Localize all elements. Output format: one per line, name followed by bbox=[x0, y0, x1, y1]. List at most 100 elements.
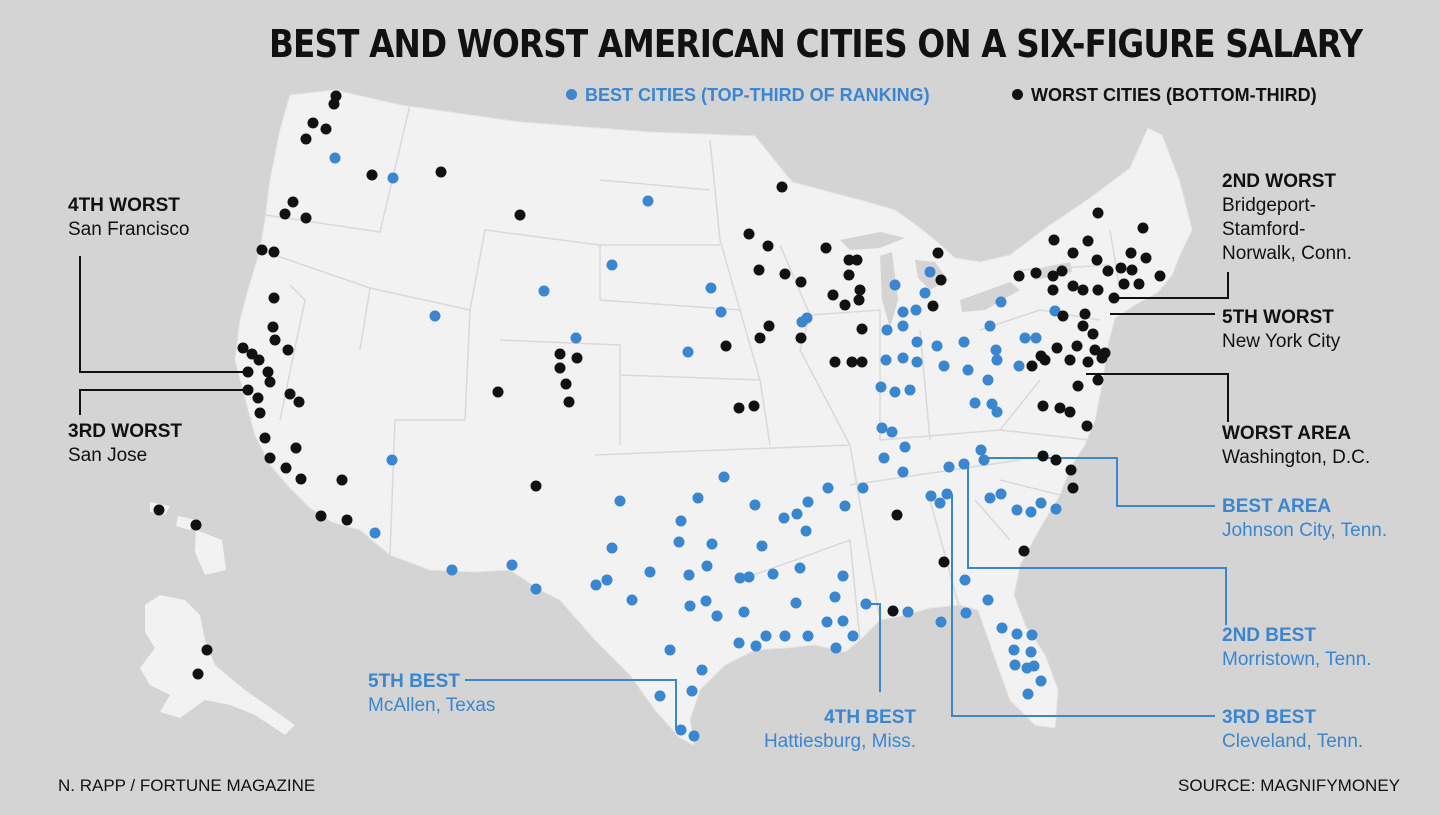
worst-city-dot bbox=[1035, 350, 1047, 362]
callout-rank: 2ND WORST bbox=[1222, 171, 1336, 192]
best-city-dot bbox=[941, 488, 953, 500]
best-city-dot bbox=[847, 630, 859, 642]
best-city-dot bbox=[931, 340, 943, 352]
best-city-dot bbox=[1022, 688, 1034, 700]
best-city-dot bbox=[935, 616, 947, 628]
best-city-dot bbox=[800, 525, 812, 537]
worst-city-dot bbox=[1115, 262, 1127, 274]
worst-city-dot bbox=[514, 209, 526, 221]
best-city-dot bbox=[881, 324, 893, 336]
worst-city-dot bbox=[560, 378, 572, 390]
callout-rank: 5TH WORST bbox=[1222, 307, 1334, 328]
worst-city-dots bbox=[153, 90, 1166, 680]
best-city-dot bbox=[837, 570, 849, 582]
worst-city-dot bbox=[843, 254, 855, 266]
callout-best-area: BEST AREA Johnson City, Tenn. bbox=[1222, 495, 1387, 543]
best-city-dot bbox=[996, 622, 1008, 634]
callout-city: Hattiesburg, Miss. bbox=[763, 731, 916, 752]
worst-city-dot bbox=[1056, 265, 1068, 277]
callout-5th-best: 5TH BEST McAllen, Texas bbox=[368, 670, 495, 718]
worst-city-dot bbox=[1072, 380, 1084, 392]
best-city-dot bbox=[982, 594, 994, 606]
best-city-dot bbox=[329, 152, 341, 164]
best-city-dot bbox=[1009, 659, 1021, 671]
best-city-dot bbox=[978, 454, 990, 466]
best-city-dot bbox=[938, 360, 950, 372]
worst-city-dot bbox=[1087, 328, 1099, 340]
best-city-dot bbox=[822, 482, 834, 494]
best-city-dot bbox=[889, 279, 901, 291]
callout-city: Washington, D.C. bbox=[1222, 447, 1371, 468]
worst-city-dot bbox=[1102, 265, 1114, 277]
alaska bbox=[140, 595, 295, 735]
worst-city-dot bbox=[571, 352, 583, 364]
worst-city-dot bbox=[267, 321, 279, 333]
best-city-dot bbox=[750, 640, 762, 652]
best-city-dot bbox=[791, 508, 803, 520]
worst-city-dot bbox=[820, 242, 832, 254]
legend-best: BEST CITIES (TOP-THIRD OF RANKING) bbox=[566, 85, 930, 106]
worst-city-dot bbox=[1067, 280, 1079, 292]
best-city-dot bbox=[897, 352, 909, 364]
worst-city-dot bbox=[242, 384, 254, 396]
best-city-dot bbox=[779, 630, 791, 642]
best-city-dot bbox=[1013, 360, 1025, 372]
best-city-dot bbox=[904, 384, 916, 396]
worst-city-dot bbox=[268, 292, 280, 304]
worst-city-dot bbox=[254, 407, 266, 419]
worst-city-dot bbox=[259, 432, 271, 444]
worst-city-dot bbox=[1133, 278, 1145, 290]
best-city-dot bbox=[675, 724, 687, 736]
best-city-dot bbox=[943, 461, 955, 473]
best-city-dot bbox=[925, 490, 937, 502]
worst-city-dot bbox=[264, 376, 276, 388]
worst-city-dot bbox=[253, 354, 265, 366]
best-city-dot bbox=[959, 574, 971, 586]
worst-city-dot bbox=[795, 332, 807, 344]
worst-city-dot bbox=[563, 396, 575, 408]
callout-city: McAllen, Texas bbox=[368, 695, 496, 716]
best-city-dot bbox=[897, 466, 909, 478]
best-city-dot bbox=[982, 374, 994, 386]
worst-city-dot bbox=[280, 462, 292, 474]
worst-city-dot bbox=[269, 334, 281, 346]
best-city-dot bbox=[790, 597, 802, 609]
best-city-dot bbox=[975, 444, 987, 456]
worst-city-dot bbox=[1092, 284, 1104, 296]
best-city-dot bbox=[684, 600, 696, 612]
legend-worst-dot bbox=[1012, 89, 1023, 100]
best-city-dot bbox=[801, 312, 813, 324]
worst-city-dot bbox=[846, 356, 858, 368]
worst-city-dot bbox=[1092, 374, 1104, 386]
worst-city-dot bbox=[1047, 284, 1059, 296]
worst-city-dot bbox=[743, 228, 755, 240]
worst-city-dot bbox=[293, 396, 305, 408]
best-city-dot bbox=[1008, 644, 1020, 656]
best-city-dot bbox=[682, 346, 694, 358]
best-city-dot bbox=[991, 354, 1003, 366]
best-city-dot bbox=[756, 540, 768, 552]
worst-city-dot bbox=[851, 254, 863, 266]
best-city-dot bbox=[692, 492, 704, 504]
worst-city-dot bbox=[1064, 406, 1076, 418]
best-city-dot bbox=[614, 495, 626, 507]
best-city-dot bbox=[743, 571, 755, 583]
worst-city-dot bbox=[1089, 344, 1101, 356]
best-city-dot bbox=[1049, 305, 1061, 317]
best-city-dot bbox=[711, 610, 723, 622]
best-city-dot bbox=[626, 594, 638, 606]
best-city-dots bbox=[329, 152, 1062, 742]
best-city-dot bbox=[958, 458, 970, 470]
worst-city-dot bbox=[1057, 310, 1069, 322]
callout-rank: 2ND BEST bbox=[1222, 625, 1316, 646]
best-city-dot bbox=[683, 569, 695, 581]
callout-rank: BEST AREA bbox=[1222, 496, 1332, 517]
legend-worst: WORST CITIES (BOTTOM-THIRD) bbox=[1012, 85, 1317, 106]
best-city-dot bbox=[902, 606, 914, 618]
callout-city: San Francisco bbox=[68, 219, 190, 240]
worst-city-dot bbox=[829, 356, 841, 368]
best-city-dot bbox=[991, 406, 1003, 418]
best-city-dot bbox=[958, 336, 970, 348]
worst-city-dot bbox=[733, 402, 745, 414]
worst-city-dot bbox=[887, 605, 899, 617]
